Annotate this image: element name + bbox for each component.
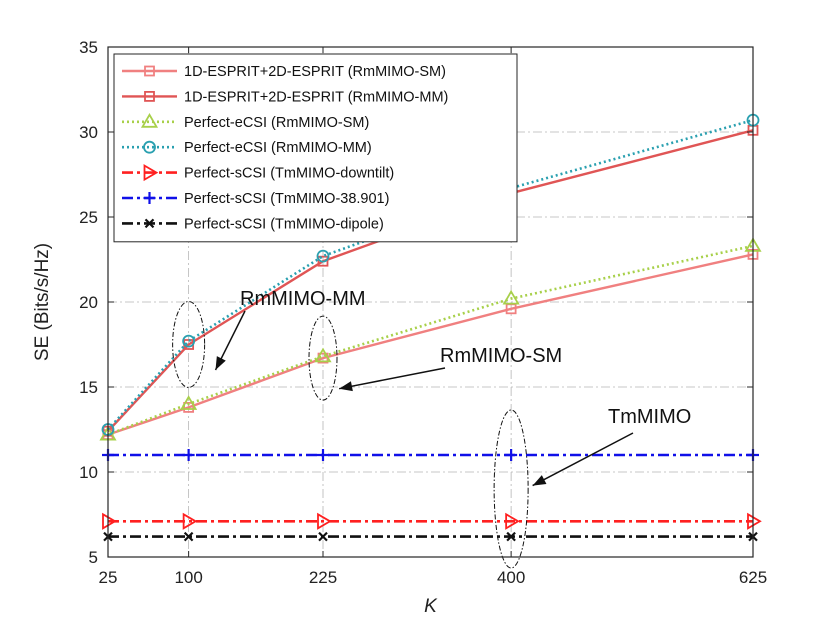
- annotation-label-1: RmMIMO-MM: [240, 288, 366, 310]
- legend-label: Perfect-sCSI (TmMIMO-dipole): [184, 216, 384, 232]
- x-tick-label: 225: [309, 568, 337, 587]
- series-6-point: [505, 449, 518, 461]
- legend-swatch-marker: [143, 140, 156, 154]
- series-5-point: [505, 512, 520, 530]
- legend-label: 1D-ESPRIT+2D-ESPRIT (RmMIMO-SM): [184, 64, 446, 80]
- annotations-layer: RmMIMO-MM RmMIMO-SM TmMIMO: [172, 288, 691, 569]
- legend-box: [113, 53, 518, 243]
- legend-label: 1D-ESPRIT+2D-ESPRIT (RmMIMO-MM): [184, 89, 448, 105]
- y-tick-label: 5: [89, 548, 98, 567]
- series-6: [102, 449, 759, 461]
- legend-swatch-marker: [144, 91, 155, 102]
- y-tick-label: 20: [79, 293, 98, 312]
- legend-label: Perfect-eCSI (RmMIMO-MM): [184, 140, 372, 156]
- series-6-point: [182, 449, 195, 461]
- y-tick-label: 35: [79, 38, 98, 57]
- y-tick-label: 30: [79, 123, 98, 142]
- legend-swatch-marker: [144, 65, 155, 77]
- annotation-arrow-2: [338, 367, 446, 392]
- annotation-ellipse-3: [493, 409, 529, 569]
- series-3-point: [314, 347, 332, 363]
- series-4-point: [316, 249, 330, 263]
- x-tick-label: 625: [739, 568, 767, 587]
- legend-swatch-marker: [144, 218, 155, 229]
- series-5-point: [317, 512, 332, 530]
- series-7-point: [506, 531, 516, 542]
- series-2-point: [317, 255, 329, 267]
- series-5-point: [102, 512, 117, 530]
- legend-entry-2: 1D-ESPRIT+2D-ESPRIT (RmMIMO-MM): [122, 89, 448, 105]
- legend-swatch-marker: [143, 164, 159, 182]
- legend-entry-7: Perfect-sCSI (TmMIMO-dipole): [122, 216, 384, 232]
- x-tick-label: 400: [497, 568, 525, 587]
- ticks-layer: 25 100 225 400 625 5 10 15 20 25 30 35: [79, 38, 767, 587]
- legend-entry-4: Perfect-eCSI (RmMIMO-MM): [122, 140, 372, 156]
- legend-label: Perfect-sCSI (TmMIMO-downtilt): [184, 166, 394, 182]
- series-3-point: [180, 395, 198, 410]
- legend-label: Perfect-eCSI (RmMIMO-SM): [184, 115, 369, 131]
- x-tick-label: 100: [174, 568, 202, 587]
- legend-label: Perfect-sCSI (TmMIMO-38.901): [184, 191, 389, 207]
- legend-entry-6: Perfect-sCSI (TmMIMO-38.901): [122, 191, 389, 207]
- legend-swatch-marker: [143, 192, 156, 204]
- series-7-point: [183, 531, 194, 542]
- y-tick-label: 10: [79, 463, 98, 482]
- series-5-point: [182, 512, 198, 530]
- series-6-point: [317, 449, 329, 461]
- annotation-arrow-1: [214, 310, 246, 371]
- series-1-line: [107, 253, 754, 436]
- annotation-arrow-3: [532, 432, 634, 487]
- series-4-point: [182, 334, 196, 348]
- series-7: [103, 531, 758, 542]
- y-axis-title: SE (Bits/s/Hz): [32, 243, 53, 361]
- annotation-label-3: TmMIMO: [608, 406, 691, 428]
- legend: 1D-ESPRIT+2D-ESPRIT (RmMIMO-SM) 1D-ESPRIT…: [113, 53, 518, 243]
- annotation-ellipse-2: [308, 315, 338, 401]
- series-layer: [99, 113, 762, 542]
- x-axis-title: K: [424, 596, 438, 617]
- series-5-point: [747, 512, 762, 530]
- x-tick-label: 25: [99, 568, 118, 587]
- legend-entry-3: Perfect-eCSI (RmMIMO-SM): [122, 113, 369, 131]
- y-tick-label: 15: [79, 378, 98, 397]
- series-5: [102, 512, 762, 530]
- annotation-label-2: RmMIMO-SM: [440, 345, 562, 367]
- series-3-point: [502, 289, 520, 305]
- legend-entry-5: Perfect-sCSI (TmMIMO-downtilt): [122, 164, 394, 182]
- y-tick-label: 25: [79, 208, 98, 227]
- legend-entry-1: 1D-ESPRIT+2D-ESPRIT (RmMIMO-SM): [122, 64, 446, 80]
- annotation-ellipse-1: [172, 301, 206, 388]
- series-7-point: [318, 531, 328, 542]
- legend-swatch-marker: [140, 113, 159, 128]
